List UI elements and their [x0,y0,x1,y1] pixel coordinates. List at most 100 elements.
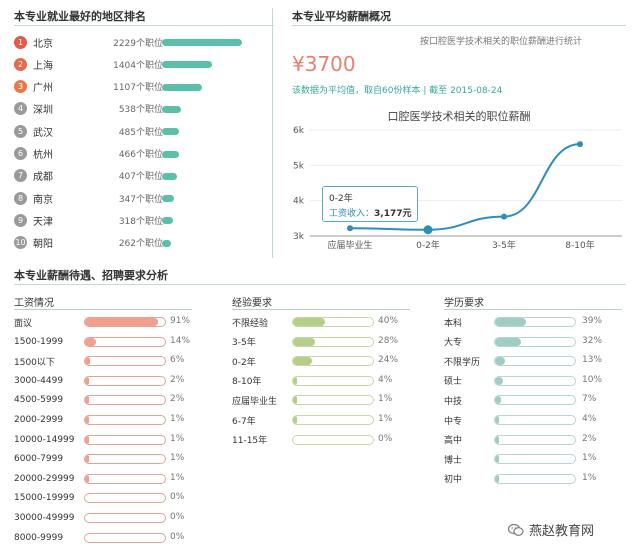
experience-bar-fill [293,416,297,424]
chart-title: 口腔医学技术相关的职位薪酬 [387,110,531,123]
data-point[interactable] [423,225,433,235]
experience-percent: 1% [378,394,393,405]
rank-bar-track [162,83,252,91]
education-bar-fill [495,455,499,464]
education-label: 大专 [444,338,463,349]
wage-bar-track [84,493,166,504]
rank-badge: 6 [14,147,27,160]
rank-count: 466个职位 [118,150,163,160]
rank-bar-track [162,128,252,136]
rank-bar [162,239,172,247]
wage-percent: 2% [170,374,185,385]
chart-tooltip: 0-2年 工资收入：3,177元 [322,186,418,222]
experience-bar-track [292,434,374,445]
watermark-text: 燕赵教育网 [529,524,595,539]
ranking-row: 7 成都 407个职位 [14,166,259,186]
wage-row: 2000-2999 [14,410,214,430]
rank-count: 1404个职位 [113,60,163,71]
wage-bar-fill [85,376,89,385]
ranking-row: 4 深圳 538个职位 [14,99,259,119]
salary-subtitle: 该数据为平均值，取自60份样本 | 截至 2015-08-24 [292,86,503,96]
wage-percent: 0% [170,531,185,542]
ranking-divider [14,25,274,26]
education-label: 高中 [444,436,463,447]
ranking-title: 本专业就业最好的地区排名 [14,10,146,23]
wage-row: 面议 [14,312,214,332]
ranking-row: 3 广州 1107个职位 [14,77,259,97]
salary-amount: ¥3700 [292,52,356,76]
wage-bar-fill [85,318,158,326]
rank-bar [162,83,202,91]
experience-label: 不限经验 [232,318,269,329]
experience-bar-track [292,415,374,425]
education-bar-fill [495,337,521,346]
rank-count: 407个职位 [118,172,163,183]
rank-bar [162,195,175,203]
tooltip-label: 工资收入： [329,209,375,219]
rank-count: 538个职位 [118,105,163,116]
wage-row: 6000-7999 [14,449,214,469]
experience-bar-fill [293,376,297,385]
education-bar-track [494,415,576,425]
education-bar-track [494,356,576,367]
data-point[interactable] [347,225,353,232]
experience-heading-line [232,309,410,310]
education-label: 中技 [444,396,463,407]
experience-row: 6-7年 [232,410,432,430]
education-label: 本科 [444,318,463,329]
rank-city: 武汉 [33,127,53,139]
x-tick-label: 应届毕业生 [327,239,372,251]
ranking-row: 9 天津 318个职位 [14,210,259,230]
wage-row: 1500以下 [14,351,214,371]
experience-row: 11-15年 [232,430,432,450]
wage-bar-track [84,532,166,543]
rank-count: 1107个职位 [113,83,163,94]
x-tick-label: 0-2年 [416,239,440,251]
rank-bar [162,172,177,180]
rank-bar [162,61,213,69]
wage-bar-fill [85,357,90,366]
x-tick-label: 3-5年 [492,239,516,251]
watermark: 燕赵教育网 [508,520,594,539]
wage-label: 20000-29999 [14,473,75,484]
experience-row: 8-10年 [232,371,432,391]
experience-bar-track [292,375,374,386]
rank-badge: 8 [14,191,27,205]
education-percent: 7% [582,394,597,405]
ranking-row: 6 杭州 466个职位 [14,144,259,164]
y-tick-label: 3k [293,232,305,242]
rank-badge: 5 [14,124,27,138]
education-percent: 2% [582,433,597,444]
experience-row: 3-5年 [232,332,432,352]
rank-count: 485个职位 [118,127,163,138]
wage-percent: 1% [170,472,185,483]
wage-row: 8000-9999 [14,528,214,548]
rank-bar [162,105,182,113]
wage-label: 10000-14999 [14,434,75,445]
rank-count: 347个职位 [118,194,163,205]
salary-title: 本专业平均薪酬概况 [292,10,391,23]
education-bar-track [494,434,576,445]
rank-bar-track [162,61,252,69]
rank-city: 成都 [33,172,53,184]
wage-row: 1500-1999 [14,332,214,352]
education-bar-track [494,454,576,465]
rank-bar [162,217,174,225]
data-point[interactable] [501,213,507,220]
rank-badge: 7 [14,169,27,183]
rank-badge: 10 [14,236,27,250]
data-point[interactable] [577,141,583,148]
analysis-divider [14,284,626,285]
rank-city: 广州 [33,83,53,95]
wage-bar-track [84,473,166,484]
rank-bar-track [162,39,252,46]
education-heading-line [444,309,622,310]
wage-label: 4500-5999 [14,395,64,406]
experience-percent: 0% [378,433,393,444]
wage-label: 6000-7999 [14,454,64,465]
education-percent: 1% [582,453,597,464]
education-bar-fill [495,396,501,405]
wage-heading-line [14,309,192,310]
education-label: 硕士 [444,377,463,388]
education-percent: 39% [582,316,603,326]
